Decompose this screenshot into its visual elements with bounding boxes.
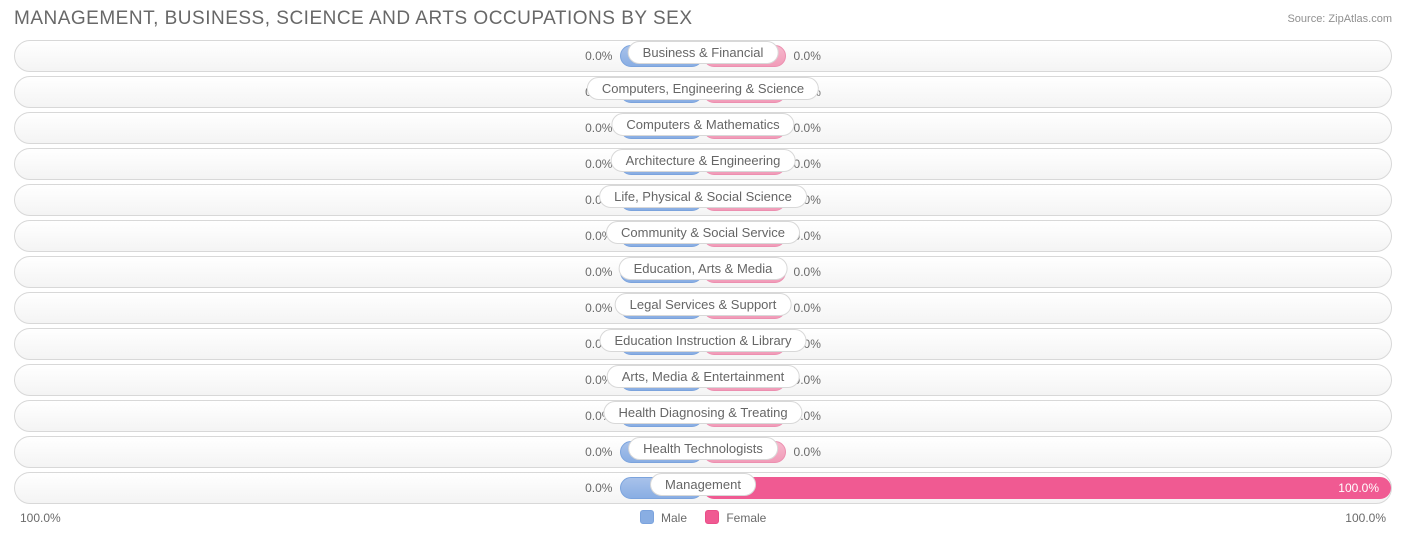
chart-title: Management, Business, Science and Arts O… <box>14 8 693 30</box>
female-pct-label: 0.0% <box>794 265 821 279</box>
female-pct-label: 0.0% <box>794 301 821 315</box>
male-pct-label: 0.0% <box>585 49 612 63</box>
chart-row: 0.0% 100.0% Management <box>14 472 1392 504</box>
chart-row: 0.0%0.0%Community & Social Service <box>14 220 1392 252</box>
chart-row: 0.0% 0.0% Business & Financial <box>14 40 1392 72</box>
category-label: Education Instruction & Library <box>599 329 806 352</box>
category-label: Life, Physical & Social Science <box>599 185 807 208</box>
chart-row: 0.0% 0.0%Legal Services & Support <box>14 292 1392 324</box>
chart-row: 0.0%0.0%Arts, Media & Entertainment <box>14 364 1392 396</box>
male-pct-label: 0.0% <box>585 265 612 279</box>
chart-row: 0.0%0.0%Health Diagnosing & Treating <box>14 400 1392 432</box>
female-bar <box>703 477 1391 499</box>
male-pct-label: 0.0% <box>585 481 612 495</box>
male-swatch-icon <box>640 510 654 524</box>
chart-row: 0.0% 0.0% Education, Arts & Media <box>14 256 1392 288</box>
male-pct-label: 0.0% <box>585 445 612 459</box>
female-pct-label: 0.0% <box>794 121 821 135</box>
chart-legend: Male Female <box>640 510 767 525</box>
chart-row: 0.0%0.0%Education Instruction & Library <box>14 328 1392 360</box>
male-pct-label: 0.0% <box>585 121 612 135</box>
category-label: Computers, Engineering & Science <box>587 77 819 100</box>
category-label: Architecture & Engineering <box>611 149 796 172</box>
legend-female-label: Female <box>726 511 766 525</box>
occupations-by-sex-chart: Management, Business, Science and Arts O… <box>0 0 1406 559</box>
chart-row: 0.0% 0.0%Architecture & Engineering <box>14 148 1392 180</box>
female-pct-label: 100.0% <box>1338 481 1379 495</box>
axis-right-label: 100.0% <box>1345 511 1386 525</box>
category-label: Computers & Mathematics <box>611 113 794 136</box>
chart-row: 0.0%0.0%Computers, Engineering & Science <box>14 76 1392 108</box>
category-label: Arts, Media & Entertainment <box>607 365 800 388</box>
female-pct-label: 0.0% <box>794 49 821 63</box>
male-pct-label: 0.0% <box>585 301 612 315</box>
category-label: Management <box>650 473 756 496</box>
chart-row: 0.0% 0.0%Computers & Mathematics <box>14 112 1392 144</box>
legend-male: Male <box>640 510 687 525</box>
chart-header: Management, Business, Science and Arts O… <box>14 8 1392 30</box>
legend-male-label: Male <box>661 511 687 525</box>
legend-female: Female <box>705 510 766 525</box>
female-swatch-icon <box>705 510 719 524</box>
chart-rows: 0.0%0.0%Business & Financial0.0%0.0%Comp… <box>14 40 1392 504</box>
category-label: Health Diagnosing & Treating <box>603 401 802 424</box>
chart-row: 0.0%0.0%Life, Physical & Social Science <box>14 184 1392 216</box>
category-label: Community & Social Service <box>606 221 800 244</box>
chart-axis: 100.0% Male Female 100.0% <box>14 510 1392 525</box>
category-label: Health Technologists <box>628 437 778 460</box>
axis-left-label: 100.0% <box>20 511 61 525</box>
category-label: Legal Services & Support <box>615 293 792 316</box>
category-label: Education, Arts & Media <box>619 257 788 280</box>
category-label: Business & Financial <box>628 41 779 64</box>
chart-row: 0.0% 0.0% Health Technologists <box>14 436 1392 468</box>
male-pct-label: 0.0% <box>585 157 612 171</box>
female-pct-label: 0.0% <box>794 445 821 459</box>
chart-source: Source: ZipAtlas.com <box>1287 13 1392 25</box>
female-pct-label: 0.0% <box>794 157 821 171</box>
